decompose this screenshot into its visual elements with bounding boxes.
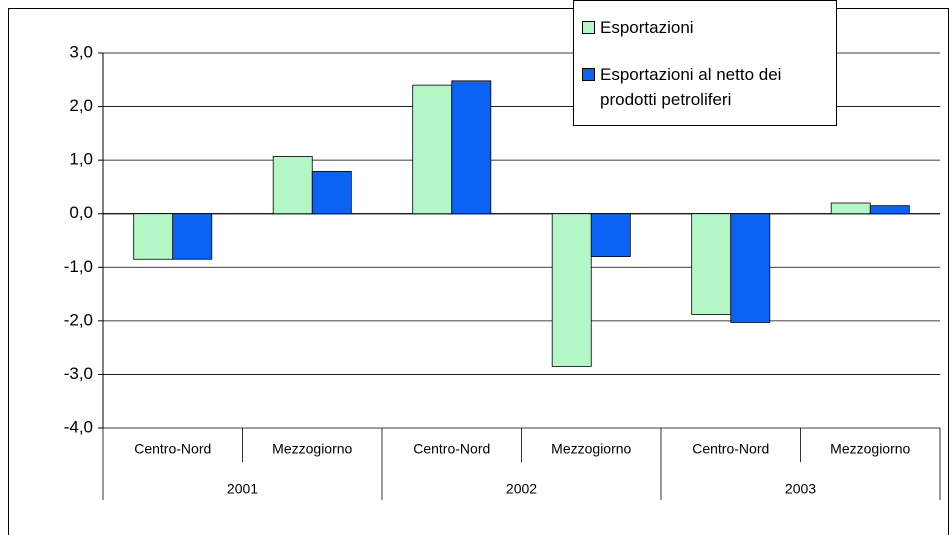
bar [412, 84, 453, 215]
y-tick-label: 2,0 [69, 96, 93, 115]
legend-swatch [582, 21, 595, 34]
group-label: 2003 [785, 481, 816, 497]
y-tick-label: -3,0 [64, 364, 93, 383]
legend-label: Esportazioni [600, 18, 694, 37]
bar [133, 213, 174, 260]
x-tick-label: Centro-Nord [413, 441, 490, 457]
y-tick-label: 1,0 [69, 150, 93, 169]
x-tick-label: Mezzogiorno [551, 441, 631, 457]
bar [451, 80, 492, 215]
legend-label: Esportazioni al netto dei prodotti petro… [600, 65, 782, 109]
legend-item: Esportazioni al netto dei prodotti petro… [582, 62, 828, 112]
y-tick-label: 3,0 [69, 42, 93, 61]
bar [272, 155, 313, 215]
y-tick-label: -1,0 [64, 257, 93, 276]
y-tick-label: -2,0 [64, 310, 93, 329]
bar [311, 170, 352, 215]
frame [8, 8, 949, 535]
bar [551, 213, 592, 367]
bar [869, 205, 910, 215]
bar [172, 213, 213, 260]
legend-item: Esportazioni [582, 15, 828, 40]
group-label: 2002 [506, 481, 537, 497]
x-tick-label: Centro-Nord [134, 441, 211, 457]
bar [590, 213, 631, 257]
bar [691, 213, 732, 315]
y-tick-label: 0,0 [69, 203, 93, 222]
legend: Esportazioni Esportazioni al netto dei pr… [573, 0, 837, 126]
x-tick-label: Mezzogiorno [272, 441, 352, 457]
legend-swatch [582, 68, 595, 81]
bar [830, 202, 871, 215]
bar [730, 213, 771, 323]
y-tick-label: -4,0 [64, 417, 93, 436]
x-tick-label: Mezzogiorno [830, 441, 910, 457]
x-tick-label: Centro-Nord [692, 441, 769, 457]
group-label: 2001 [227, 481, 258, 497]
